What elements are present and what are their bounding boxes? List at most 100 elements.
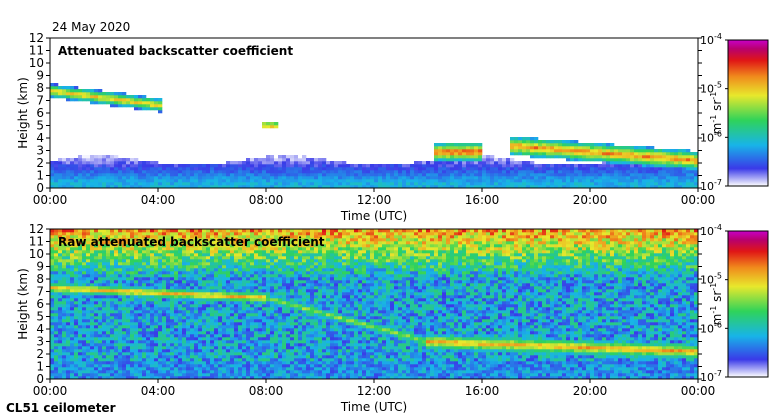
heatmap-cell xyxy=(70,373,75,377)
heatmap-cell xyxy=(178,271,183,275)
heatmap-cell xyxy=(110,322,115,326)
heatmap-cell xyxy=(694,176,699,180)
heatmap-cell xyxy=(106,337,111,341)
heatmap-cell xyxy=(106,292,111,296)
heatmap-cell xyxy=(70,256,75,260)
heatmap-cell xyxy=(274,235,279,239)
heatmap-cell xyxy=(102,358,107,362)
heatmap-cell xyxy=(618,182,623,186)
heatmap-cell xyxy=(134,271,139,275)
heatmap-cell xyxy=(126,271,131,275)
heatmap-cell xyxy=(494,161,499,165)
heatmap-cell xyxy=(234,250,239,254)
heatmap-cell xyxy=(370,185,375,189)
heatmap-cell xyxy=(226,301,231,305)
heatmap-cell xyxy=(210,304,215,308)
heatmap-cell xyxy=(74,274,79,278)
heatmap-cell xyxy=(50,83,55,87)
heatmap-cell xyxy=(182,364,187,368)
heatmap-cell xyxy=(142,265,147,269)
heatmap-cell xyxy=(194,259,199,263)
heatmap-cell xyxy=(114,283,119,287)
heatmap-cell xyxy=(282,259,287,263)
heatmap-cell xyxy=(694,155,699,159)
heatmap-cell xyxy=(226,364,231,368)
heatmap-cell xyxy=(514,137,519,141)
heatmap-cell xyxy=(614,155,619,159)
heatmap-cell xyxy=(230,319,235,323)
heatmap-cell xyxy=(118,247,123,251)
heatmap-cell xyxy=(190,361,195,365)
heatmap-cell xyxy=(226,313,231,317)
heatmap-cell xyxy=(146,238,151,242)
heatmap-cell xyxy=(62,250,67,254)
heatmap-cell xyxy=(254,182,259,186)
heatmap-cell xyxy=(78,352,83,356)
heatmap-cell xyxy=(214,301,219,305)
heatmap-cell xyxy=(242,376,247,380)
heatmap-cell xyxy=(190,164,195,168)
heatmap-cell xyxy=(98,340,103,344)
heatmap-cell xyxy=(430,179,435,183)
heatmap-cell xyxy=(278,355,283,359)
heatmap-cell xyxy=(362,164,367,168)
heatmap-cell xyxy=(90,289,95,293)
heatmap-cell xyxy=(134,286,139,290)
heatmap-cell xyxy=(142,95,147,99)
heatmap-cell xyxy=(214,286,219,290)
heatmap-cell xyxy=(126,289,131,293)
heatmap-cell xyxy=(442,167,447,171)
heatmap-cell xyxy=(258,331,263,335)
heatmap-cell xyxy=(110,352,115,356)
heatmap-cell xyxy=(162,289,167,293)
heatmap-cell xyxy=(226,161,231,165)
heatmap-cell xyxy=(86,170,91,174)
heatmap-cell xyxy=(274,361,279,365)
heatmap-cell xyxy=(254,271,259,275)
heatmap-cell xyxy=(82,182,87,186)
heatmap-cell xyxy=(194,337,199,341)
heatmap-cell xyxy=(266,361,271,365)
heatmap-cell xyxy=(150,164,155,168)
heatmap-cell xyxy=(66,280,71,284)
heatmap-cell xyxy=(598,179,603,183)
heatmap-cell xyxy=(166,176,171,180)
heatmap-cell xyxy=(146,337,151,341)
heatmap-cell xyxy=(82,319,87,323)
heatmap-cell xyxy=(126,286,131,290)
heatmap-cell xyxy=(134,316,139,320)
heatmap-cell xyxy=(602,182,607,186)
heatmap-cell xyxy=(258,268,263,272)
heatmap-cell xyxy=(502,173,507,177)
heatmap-cell xyxy=(606,146,611,150)
heatmap-cell xyxy=(374,164,379,168)
heatmap-cell xyxy=(146,277,151,281)
heatmap-cell xyxy=(126,322,131,326)
heatmap-cell xyxy=(82,238,87,242)
heatmap-cell xyxy=(82,262,87,266)
heatmap-cell xyxy=(186,176,191,180)
heatmap-cell xyxy=(346,173,351,177)
heatmap-cell xyxy=(270,358,275,362)
heatmap-cell xyxy=(146,310,151,314)
heatmap-cell xyxy=(242,250,247,254)
heatmap-cell xyxy=(62,229,67,233)
heatmap-cell xyxy=(266,340,271,344)
heatmap-cell xyxy=(50,319,55,323)
heatmap-cell xyxy=(262,265,267,269)
heatmap-cell xyxy=(62,161,67,165)
heatmap-cell xyxy=(566,149,571,153)
heatmap-cell xyxy=(574,179,579,183)
heatmap-cell xyxy=(154,355,159,359)
heatmap-cell xyxy=(138,319,143,323)
heatmap-cell xyxy=(190,283,195,287)
heatmap-cell xyxy=(158,325,163,329)
heatmap-cell xyxy=(366,173,371,177)
heatmap-cell xyxy=(114,182,119,186)
heatmap-cell xyxy=(158,307,163,311)
heatmap-cell xyxy=(186,292,191,296)
heatmap-cell xyxy=(62,331,67,335)
heatmap-cell xyxy=(98,343,103,347)
heatmap-cell xyxy=(690,158,695,162)
